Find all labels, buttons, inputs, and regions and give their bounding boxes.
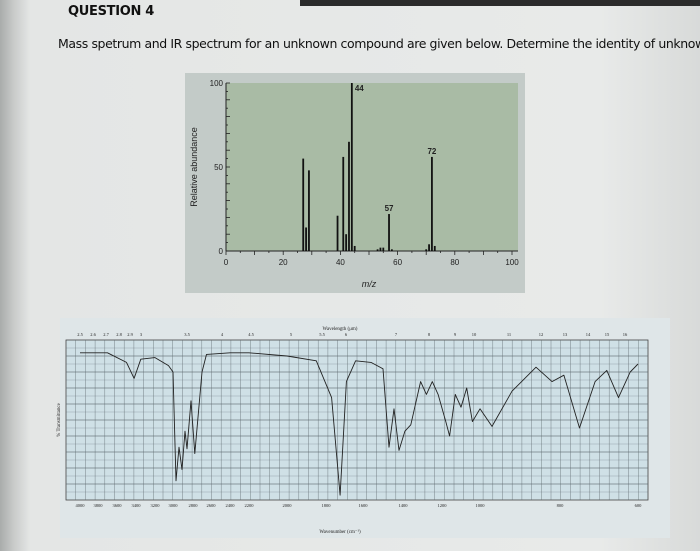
ms-peak-label: 44 (355, 84, 364, 93)
ir-x-tick-label: 1000 (476, 503, 486, 508)
ir-x-tick-label: 1800 (322, 503, 332, 508)
ms-x-tick-label: 0 (224, 258, 229, 267)
ms-peak-bar (342, 156, 345, 251)
ir-top-tick-label: 10 (472, 332, 477, 337)
ms-peak-bar (428, 244, 430, 251)
ir-top-tick-label: 5 (290, 332, 293, 337)
ms-peak-bar (305, 227, 307, 251)
ir-x-tick-label: 1200 (438, 503, 448, 508)
ir-top-tick-label: 12 (539, 332, 544, 337)
ir-top-tick-label: 6 (345, 332, 348, 337)
ir-x-label: Wavenumber (cm⁻¹) (319, 529, 361, 535)
ms-peak-bar (353, 245, 356, 251)
ms-peak-bar (302, 158, 305, 251)
ms-peak-bar (345, 234, 348, 251)
ms-x-tick-label: 20 (279, 258, 288, 267)
ms-peak-bar (350, 83, 353, 251)
ir-top-tick-label: 5.5 (319, 332, 325, 337)
ir-top-tick-label: 4 (221, 332, 224, 337)
ir-x-tick-label: 2200 (245, 503, 255, 508)
ms-y-label: Relative abundance (189, 127, 199, 207)
ms-x-label: m/z (362, 279, 377, 289)
ir-x-tick-label: 2000 (283, 503, 293, 508)
ms-peak-bar (388, 214, 390, 251)
ms-peak-bar (431, 156, 433, 251)
ir-spectrum-line (80, 352, 639, 496)
ms-peak-bar (379, 247, 382, 251)
ms-peak-bar (382, 247, 385, 251)
ms-peak-bar (425, 249, 428, 251)
ms-peak-bar (308, 170, 310, 251)
ir-top-tick-label: 13 (563, 332, 568, 337)
ir-x-tick-label: 600 (635, 503, 643, 508)
ms-peak-bar (390, 249, 393, 251)
ms-plot-area (226, 83, 518, 251)
ms-x-tick-label: 40 (336, 258, 345, 267)
ir-x-tick-label: 3000 (169, 503, 179, 508)
ir-x-tick-label: 3600 (113, 503, 123, 508)
photo-edge (300, 0, 700, 6)
ir-top-tick-label: 8 (428, 332, 431, 337)
ir-top-tick-label: 2.7 (103, 332, 109, 337)
ir-x-tick-label: 800 (557, 503, 565, 508)
ms-x-tick-label: 80 (450, 258, 459, 267)
ms-peak-label: 72 (427, 147, 436, 156)
ir-x-tick-label: 4000 (76, 503, 86, 508)
ir-top-tick-label: 7 (395, 332, 398, 337)
ir-x-tick-label: 2600 (207, 503, 217, 508)
ir-top-tick-label: 15 (605, 332, 610, 337)
ir-top-tick-label: 4.5 (248, 332, 254, 337)
ir-top-tick-label: 2.8 (116, 332, 122, 337)
ir-x-tick-label: 2400 (226, 503, 236, 508)
ms-y-tick-label: 0 (219, 247, 224, 256)
ms-y-tick-label: 100 (210, 79, 224, 88)
ms-peak-bar (376, 249, 379, 251)
mass-spectrum-chart: Relative abundance m/z 0 20 40 60 80 100 0 50 10… (189, 79, 519, 289)
ms-x-tick-label: 60 (393, 258, 402, 267)
ir-top-tick-label: 3 (140, 332, 143, 337)
ir-top-tick-label: 2.5 (77, 332, 83, 337)
ir-x-tick-label: 2800 (189, 503, 199, 508)
ir-x-tick-label: 1400 (399, 503, 409, 508)
ir-top-tick-label: 14 (586, 332, 591, 337)
ms-peak-label: 57 (385, 204, 394, 213)
ms-x-tick-label: 100 (505, 258, 519, 267)
ir-top-tick-label: 2.6 (90, 332, 96, 337)
ms-peak-bar (433, 245, 436, 251)
question-text: Mass spetrum and IR spectrum for an unkn… (58, 36, 700, 51)
ir-x-tick-label: 3200 (151, 503, 161, 508)
ir-top-tick-label: 3.5 (184, 332, 190, 337)
ir-x-tick-label: 3400 (132, 503, 142, 508)
ir-x-tick-label: 3800 (94, 503, 104, 508)
ms-peak-bar (336, 215, 339, 251)
ir-x-tick-label: 1600 (359, 503, 369, 508)
ms-peak-bar (348, 141, 350, 251)
ir-y-label: % Transmittance (57, 402, 62, 437)
ir-top-tick-label: 11 (507, 332, 511, 337)
ir-top-x-label: Wavelength (μm) (323, 327, 358, 332)
ms-y-tick-label: 50 (214, 163, 223, 172)
ir-top-tick-label: 9 (454, 332, 457, 337)
ir-top-tick-label: 16 (623, 332, 628, 337)
question-title: QUESTION 4 (68, 4, 155, 19)
ir-top-tick-label: 2.9 (127, 332, 133, 337)
